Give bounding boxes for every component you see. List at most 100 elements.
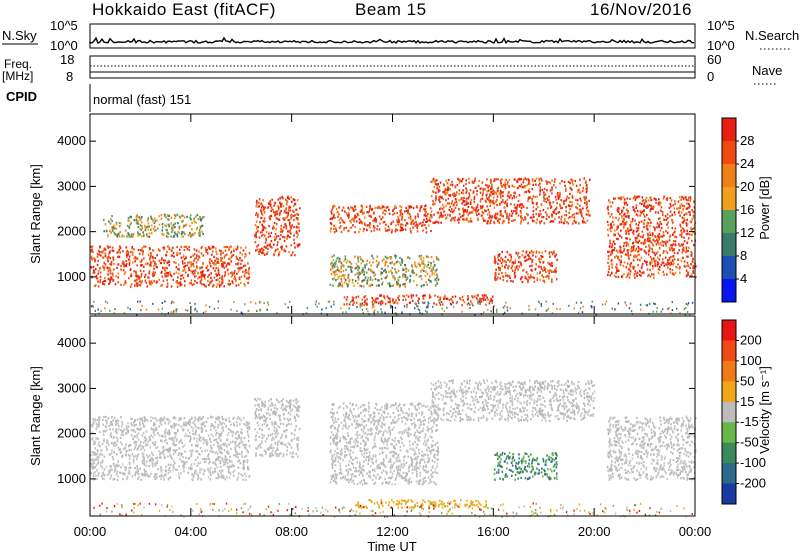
- scatter-cell: [557, 196, 560, 199]
- scatter-cell: [204, 274, 206, 277]
- scatter-cell: [520, 211, 522, 215]
- scatter-cell: [607, 208, 610, 211]
- scatter-cell: [396, 219, 398, 222]
- scatter-cell: [276, 235, 278, 238]
- scatter-cell: [205, 250, 208, 253]
- scatter-cell: [107, 259, 109, 262]
- scatter-cell: [685, 222, 688, 225]
- scatter-cell: [439, 303, 442, 306]
- scatter-cell: [419, 207, 422, 210]
- scatter-cell: [192, 262, 194, 265]
- scatter-cell: [117, 233, 120, 236]
- scatter-cell: [642, 242, 645, 245]
- scatter-cell: [635, 255, 637, 258]
- scatter-cell: [689, 205, 691, 208]
- scatter-cell: [539, 210, 541, 213]
- scatter-cell: [368, 284, 371, 287]
- scatter-cell: [184, 224, 186, 227]
- scatter-cell: [219, 422, 222, 425]
- scatter-cell: [671, 272, 674, 275]
- scatter-cell: [668, 258, 671, 261]
- scatter-cell: [95, 268, 97, 271]
- scatter-cell: [256, 245, 258, 248]
- scatter-cell: [630, 221, 632, 224]
- scatter-cell: [345, 226, 347, 229]
- scatter-cell: [247, 277, 249, 280]
- scatter-cell: [479, 302, 481, 305]
- scatter-cell: [527, 197, 530, 200]
- noise-cell: [259, 301, 261, 304]
- scatter-cell: [164, 470, 167, 473]
- scatter-cell: [610, 205, 612, 208]
- scatter-cell: [499, 218, 501, 221]
- scatter-cell: [657, 235, 659, 238]
- scatter-cell: [435, 195, 437, 198]
- scatter-cell: [397, 223, 400, 226]
- noise-cell: [256, 310, 258, 313]
- noise-cell: [266, 308, 268, 311]
- scatter-cell: [189, 269, 192, 272]
- noise-cell: [194, 302, 196, 305]
- scatter-cell: [106, 440, 109, 443]
- scatter-cell: [548, 215, 550, 218]
- scatter-cell: [494, 216, 496, 220]
- noise-cell: [455, 302, 458, 305]
- scatter-cell: [283, 248, 286, 251]
- scatter-cell: [545, 217, 548, 220]
- scatter-cell: [233, 469, 236, 472]
- scatter-cell: [529, 216, 532, 219]
- scatter-cell: [104, 252, 107, 255]
- scatter-cell: [437, 183, 439, 186]
- scatter-cell: [226, 451, 229, 454]
- scatter-cell: [236, 437, 239, 440]
- scatter-cell: [141, 419, 144, 422]
- scatter-cell: [663, 273, 665, 276]
- scatter-cell: [128, 457, 131, 460]
- scatter-cell: [137, 222, 140, 225]
- scatter-cell: [205, 266, 208, 269]
- scatter-cell: [247, 262, 249, 265]
- scatter-cell: [220, 446, 222, 449]
- scatter-cell: [580, 199, 582, 202]
- scatter-cell: [531, 219, 534, 222]
- scatter-cell: [273, 236, 276, 239]
- scatter-cell: [148, 454, 151, 457]
- scatter-cell: [692, 231, 695, 234]
- scatter-cell: [585, 184, 588, 187]
- scatter-cell: [678, 267, 681, 270]
- scatter-cell: [540, 267, 543, 270]
- scatter-cell: [223, 285, 225, 288]
- scatter-cell: [406, 303, 408, 306]
- scatter-cell: [146, 225, 149, 228]
- scatter-cell: [586, 187, 588, 190]
- scatter-cell: [337, 256, 339, 260]
- scatter-cell: [511, 219, 513, 223]
- scatter-cell: [119, 436, 122, 440]
- scatter-cell: [422, 229, 424, 232]
- scatter-cell: [173, 426, 176, 429]
- noise-cell: [432, 305, 434, 308]
- scatter-cell: [372, 257, 375, 260]
- scatter-cell: [471, 211, 474, 214]
- scatter-cell: [290, 214, 293, 217]
- colorbar-tick-label: 28: [740, 133, 754, 148]
- scatter-cell: [123, 235, 125, 238]
- scatter-cell: [116, 432, 118, 435]
- scatter-cell: [285, 207, 287, 210]
- scatter-cell: [195, 444, 197, 447]
- scatter-cell: [555, 206, 558, 209]
- scatter-cell: [232, 248, 235, 251]
- scatter-cell: [197, 418, 199, 421]
- scatter-cell: [209, 262, 211, 265]
- scatter-cell: [110, 435, 113, 438]
- scatter-cell: [622, 220, 624, 223]
- scatter-cell: [94, 260, 96, 263]
- scatter-cell: [462, 192, 465, 195]
- scatter-cell: [175, 266, 178, 269]
- scatter-cell: [184, 435, 186, 438]
- scatter-cell: [407, 212, 409, 215]
- scatter-cell: [277, 248, 279, 251]
- scatter-cell: [680, 211, 683, 214]
- scatter-cell: [545, 201, 548, 204]
- scatter-cell: [382, 211, 384, 214]
